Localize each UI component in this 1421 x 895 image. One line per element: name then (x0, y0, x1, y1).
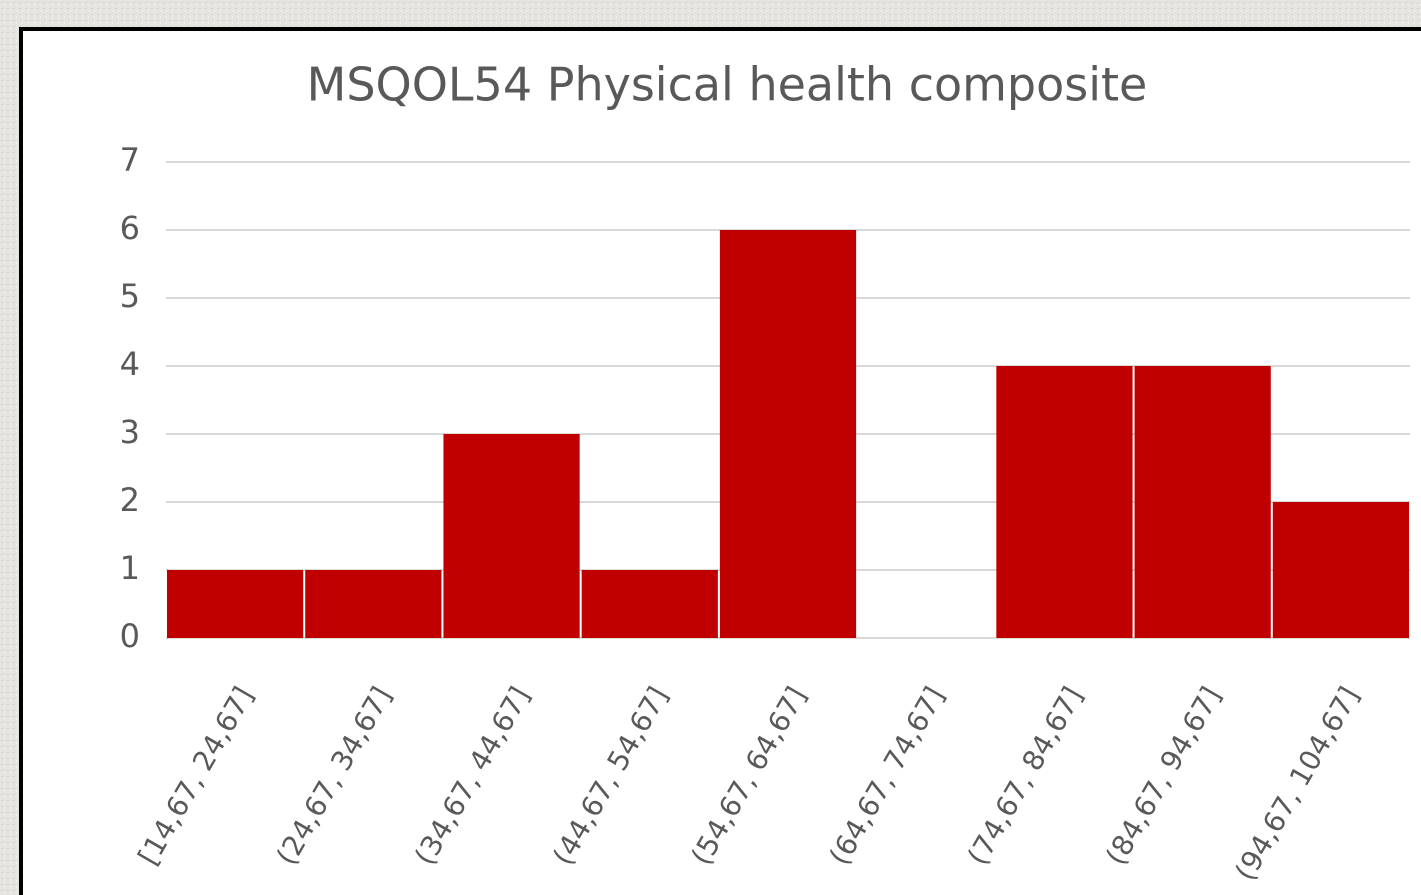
bar (167, 570, 304, 638)
bar (996, 366, 1133, 638)
bar (1134, 366, 1271, 638)
y-tick-label: 4 (120, 345, 140, 383)
y-tick-label: 3 (120, 413, 140, 451)
bar (443, 434, 580, 638)
bar (305, 570, 442, 638)
y-tick-label: 6 (120, 209, 140, 247)
y-tick-label: 1 (120, 549, 140, 587)
bar (581, 570, 718, 638)
y-tick-label: 5 (120, 277, 140, 315)
chart-title: MSQOL54 Physical health composite (307, 58, 1148, 112)
bar (1272, 502, 1409, 638)
y-tick-label: 2 (120, 481, 140, 519)
bar (719, 230, 857, 638)
y-tick-label: 0 (120, 617, 140, 655)
y-tick-label: 7 (120, 141, 140, 179)
